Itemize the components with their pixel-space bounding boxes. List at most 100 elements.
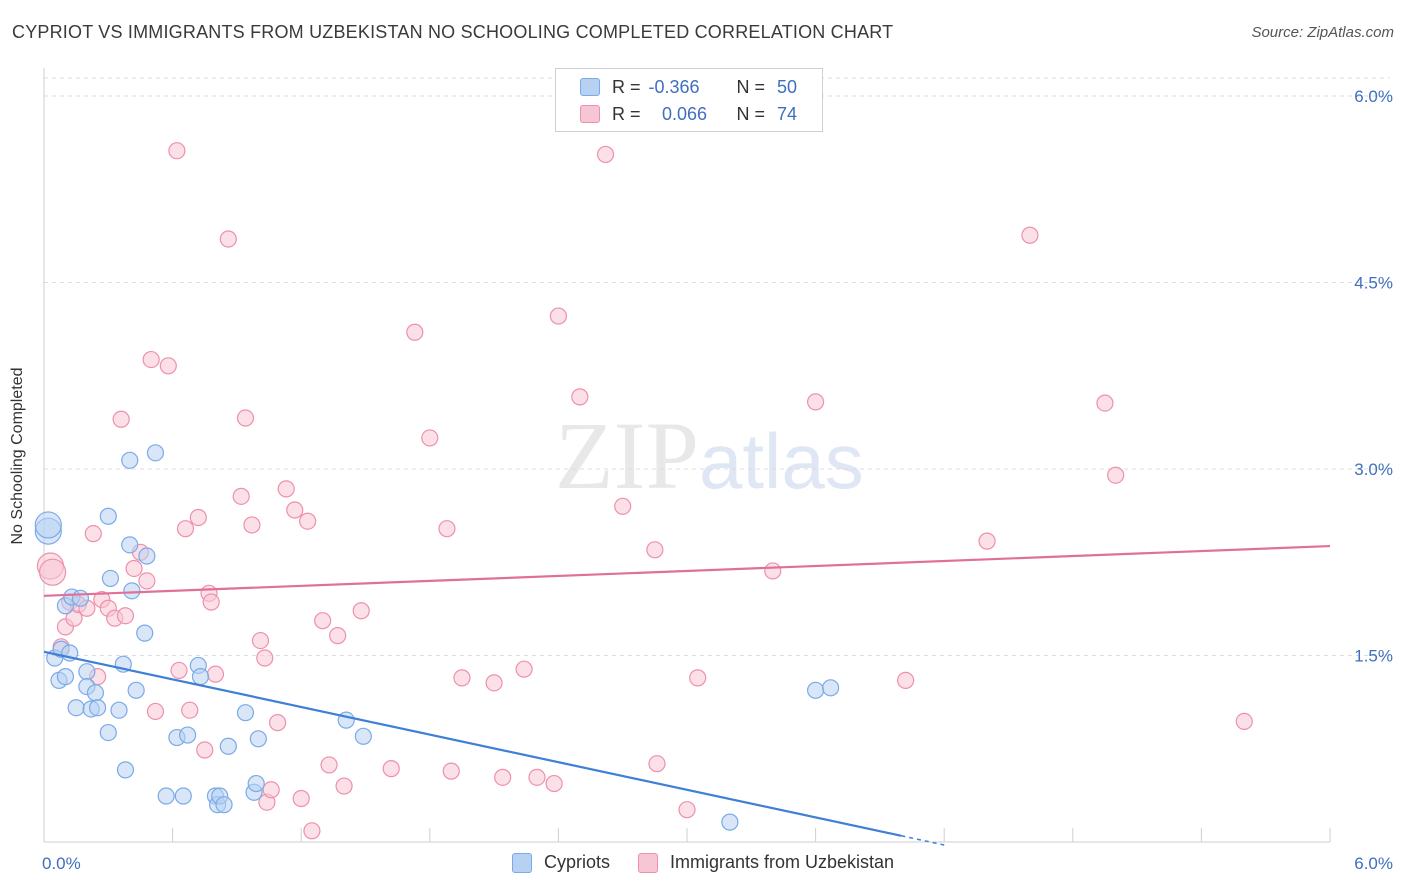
uzbekistan-point xyxy=(494,768,512,786)
uzbekistan-point xyxy=(614,497,632,515)
cypriot-point xyxy=(78,663,96,681)
uzbekistan-point xyxy=(528,768,546,786)
uzbekistan-point xyxy=(549,307,568,325)
uzbekistan-point xyxy=(138,572,156,590)
legend-row-uzbekistan: R = 0.066 N = 74 xyxy=(556,101,797,127)
cypriot-point xyxy=(121,451,139,469)
legend-n-label: N = xyxy=(736,103,766,124)
cypriot-point xyxy=(179,726,197,744)
uzbekistan-point xyxy=(764,562,782,580)
uzbekistan-point xyxy=(262,781,280,799)
uzbekistan-point xyxy=(596,145,615,164)
uzbekistan-point xyxy=(146,702,165,721)
uzbekistan-point xyxy=(219,230,237,248)
uzbekistan-point xyxy=(438,520,456,538)
series-legend: Cypriots Immigrants from Uzbekistan xyxy=(0,852,1406,873)
uzbekistan-point xyxy=(125,559,143,578)
uzbekistan-point xyxy=(299,512,317,530)
uzbekistan-point xyxy=(352,602,370,620)
uzbekistan-point xyxy=(251,631,270,650)
cypriot-point xyxy=(67,699,85,717)
uzbekistan-point xyxy=(176,520,195,538)
uzbekistan-point xyxy=(170,661,188,680)
cypriot-trendline xyxy=(43,650,902,837)
stats-legend: R = -0.366 N = 50 R = 0.066 N = 74 xyxy=(555,68,823,132)
uzbekistan-point xyxy=(329,627,347,645)
legend-label-cypriots: Cypriots xyxy=(543,852,610,872)
chart-title: CYPRIOT VS IMMIGRANTS FROM UZBEKISTAN NO… xyxy=(12,22,894,42)
uzbekistan-point xyxy=(168,142,186,160)
cypriot-point xyxy=(249,730,267,748)
uzbekistan-point xyxy=(485,674,503,692)
uzbekistan-point xyxy=(269,714,287,732)
cypriot-point xyxy=(136,624,154,642)
uzbekistan-point xyxy=(406,323,424,341)
uzbekistan-point xyxy=(1107,466,1125,484)
y-tick-label: 6.0% xyxy=(1354,87,1393,106)
cypriot-point xyxy=(806,681,825,699)
legend-r-value: 0.066 xyxy=(661,103,708,124)
legend-r-label: R = xyxy=(612,76,641,97)
cypriot-point xyxy=(86,684,105,702)
cypriot-point xyxy=(116,761,135,779)
uzbekistan-point xyxy=(545,774,563,793)
cypriot-point xyxy=(191,668,210,686)
uzbekistan-point xyxy=(678,801,696,819)
legend-r-label: R = xyxy=(612,103,641,124)
uzbekistan-point xyxy=(142,350,160,369)
uzbekistan-point xyxy=(648,755,666,773)
uzbekistan-point xyxy=(978,532,996,550)
cypriot-point xyxy=(822,679,840,697)
uzbekistan-point xyxy=(112,410,130,428)
legend-item-uzbekistan: Immigrants from Uzbekistan xyxy=(637,852,894,873)
y-tick-label: 1.5% xyxy=(1354,647,1393,666)
uzbekistan-point xyxy=(1096,394,1114,412)
uzbekistan-point xyxy=(292,789,310,808)
uzbekistan-point xyxy=(1235,712,1253,730)
uzbekistan-point xyxy=(320,756,338,774)
uzbekistan-point xyxy=(515,660,533,678)
uzbekistan-point xyxy=(303,822,321,840)
uzbekistan-trendline xyxy=(43,544,1331,597)
uzbekistan-point xyxy=(646,541,664,559)
uzbekistan-point xyxy=(243,516,261,534)
uzbekistan-point xyxy=(206,665,225,683)
x-tick-label: 6.0% xyxy=(1354,854,1393,873)
cypriot-point xyxy=(99,507,117,525)
uzbekistan-point xyxy=(159,357,177,375)
uzbekistan-point xyxy=(806,393,825,411)
uzbekistan-point xyxy=(202,593,220,611)
legend-swatch-blue xyxy=(580,78,600,96)
y-tick-label: 4.5% xyxy=(1354,274,1393,293)
cypriot-point xyxy=(721,813,739,831)
uzbekistan-point xyxy=(181,701,199,719)
uzbekistan-point xyxy=(277,480,295,498)
cypriot-point xyxy=(146,444,165,462)
cypriot-point xyxy=(157,787,175,805)
uzbekistan-point xyxy=(1021,226,1039,244)
uzbekistan-point xyxy=(571,388,589,406)
cypriot-point xyxy=(127,681,145,699)
legend-n-value: 74 xyxy=(777,103,798,124)
cypriot-point xyxy=(354,727,372,745)
legend-item-cypriots: Cypriots xyxy=(511,852,610,873)
uzbekistan-point xyxy=(236,409,255,427)
legend-swatch-pink xyxy=(580,105,600,123)
cypriot-point xyxy=(110,701,128,719)
cypriot-point xyxy=(236,704,255,722)
cypriot-point xyxy=(56,668,75,686)
uzbekistan-point xyxy=(286,501,304,519)
cypriot-trendline-extension xyxy=(901,835,945,846)
cypriot-point xyxy=(123,582,141,600)
uzbekistan-point xyxy=(897,671,915,689)
uzbekistan-point xyxy=(232,487,250,505)
watermark-atlas: atlas xyxy=(699,417,864,505)
uzbekistan-point xyxy=(335,777,353,795)
uzbekistan-point xyxy=(196,741,214,759)
legend-swatch-pink xyxy=(637,852,658,873)
cypriot-point xyxy=(34,511,62,539)
legend-r-value: -0.366 xyxy=(648,76,700,97)
cypriot-point xyxy=(101,569,120,588)
legend-n-value: 50 xyxy=(777,76,798,97)
uzbekistan-point xyxy=(256,649,274,667)
